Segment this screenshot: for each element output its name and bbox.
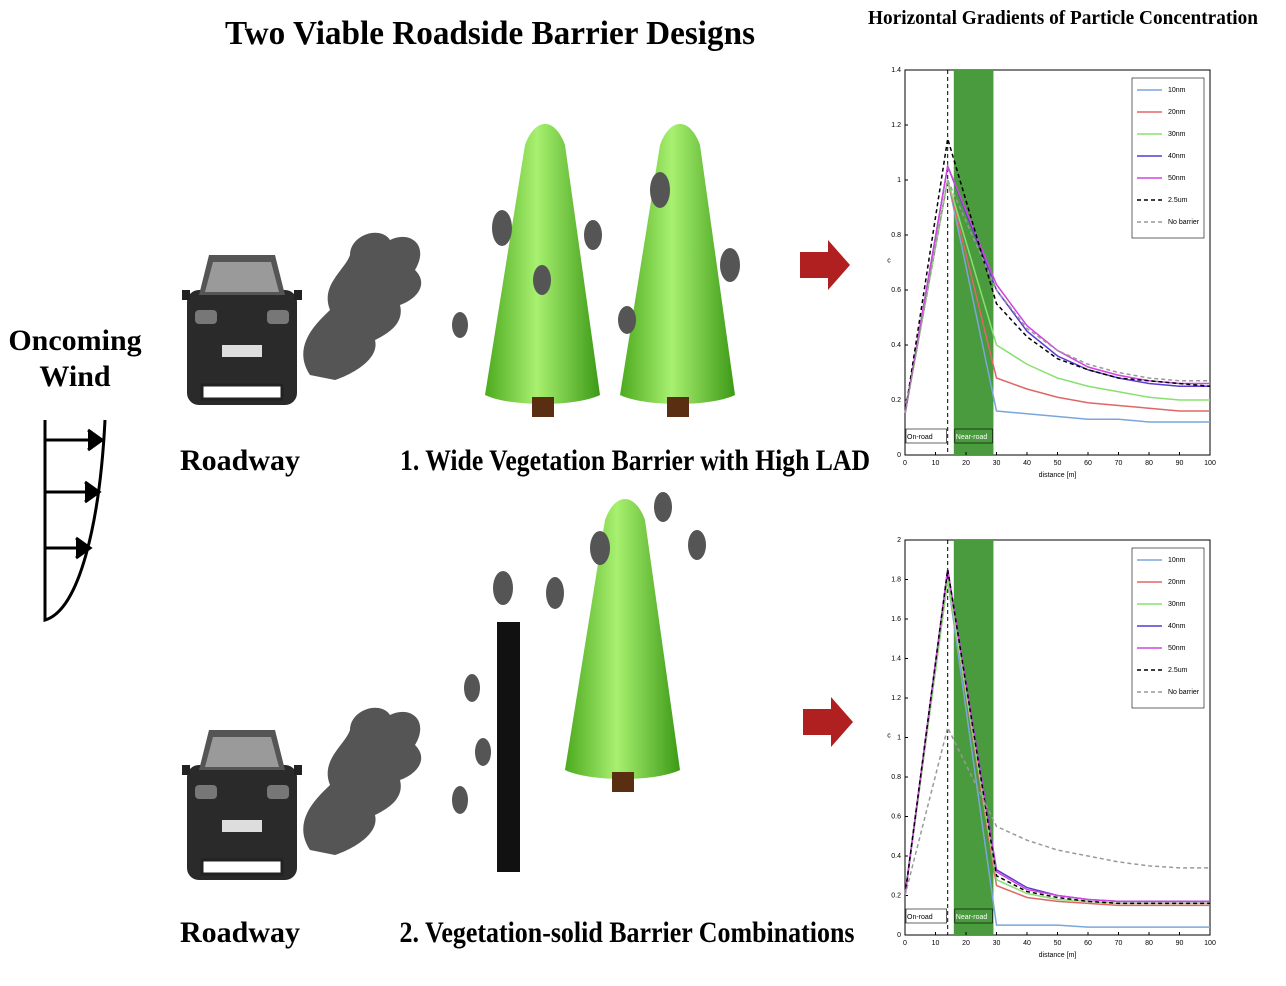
x-tick-label: 30 bbox=[993, 460, 1001, 467]
y-axis-label: c bbox=[887, 733, 891, 740]
legend-label: No barrier bbox=[1168, 219, 1200, 226]
legend-label: 50nm bbox=[1168, 175, 1186, 182]
x-axis-label: distance [m] bbox=[1039, 472, 1077, 479]
legend-label: No barrier bbox=[1168, 689, 1200, 696]
y-tick-label: 0 bbox=[897, 932, 901, 939]
y-tick-label: 1.4 bbox=[891, 67, 901, 74]
y-tick-label: 0.6 bbox=[891, 814, 901, 821]
chart: 0 10 20 30 40 50 60 70 80 90 100 0 0.2 0.4 0.6 0.8 1 1.2 1… bbox=[887, 67, 1216, 479]
series-line bbox=[904, 138, 1211, 414]
x-tick-label: 90 bbox=[1176, 940, 1184, 947]
x-tick-label: 100 bbox=[1204, 940, 1216, 947]
annotation-box bbox=[905, 428, 948, 444]
legend-label: 2.5um bbox=[1168, 667, 1188, 674]
series-line bbox=[904, 569, 1210, 903]
x-axis-label: distance [m] bbox=[1039, 952, 1077, 959]
y-tick-label: 0.2 bbox=[891, 893, 901, 900]
y-tick-label: 1.2 bbox=[891, 695, 901, 702]
x-tick-label: 50 bbox=[1054, 940, 1062, 947]
road-label: Roadway bbox=[180, 916, 300, 949]
x-tick-label: 0 bbox=[903, 460, 907, 467]
legend-label: 20nm bbox=[1168, 109, 1186, 116]
series-line bbox=[904, 579, 1210, 905]
legend-label: 10nm bbox=[1168, 557, 1186, 564]
y-tick-label: 0.6 bbox=[891, 287, 901, 294]
x-tick-label: 50 bbox=[1054, 460, 1062, 467]
x-tick-label: 10 bbox=[932, 940, 940, 947]
x-tick-label: 10 bbox=[932, 460, 940, 467]
annotation: On-road bbox=[907, 914, 933, 921]
x-tick-label: 20 bbox=[962, 940, 970, 947]
title: Two Viable Roadside Barrier Designs bbox=[225, 15, 755, 52]
x-tick-label: 40 bbox=[1023, 460, 1031, 467]
scene-1: Roadway 1. Wide Vegetation Barrier with … bbox=[180, 124, 870, 477]
x-tick-label: 0 bbox=[903, 940, 907, 947]
x-tick-label: 70 bbox=[1115, 940, 1123, 947]
series-line bbox=[904, 179, 1210, 414]
x-tick-label: 60 bbox=[1084, 460, 1092, 467]
caption: 1. Wide Vegetation Barrier with High LAD bbox=[400, 444, 870, 477]
y-tick-label: 0.4 bbox=[891, 342, 901, 349]
series-line bbox=[904, 569, 1210, 905]
annotation: Near-road bbox=[956, 914, 988, 921]
y-tick-label: 0.2 bbox=[891, 397, 901, 404]
legend-box bbox=[1131, 547, 1205, 709]
y-axis-label: c bbox=[887, 258, 891, 265]
annotation-box bbox=[905, 908, 948, 924]
y-tick-label: 1.2 bbox=[891, 122, 901, 129]
legend-label: 10nm bbox=[1168, 87, 1186, 94]
x-tick-label: 40 bbox=[1023, 940, 1031, 947]
y-tick-label: 0.8 bbox=[891, 232, 901, 239]
caption: 2. Vegetation-solid Barrier Combinations bbox=[400, 916, 855, 949]
series-line bbox=[904, 725, 1210, 896]
series-line bbox=[904, 163, 1210, 414]
y-tick-label: 1.6 bbox=[891, 616, 901, 623]
legend-label: 2.5um bbox=[1168, 197, 1188, 204]
y-tick-label: 1 bbox=[897, 177, 901, 184]
x-tick-label: 80 bbox=[1145, 460, 1153, 467]
x-tick-label: 80 bbox=[1145, 940, 1153, 947]
y-tick-label: 0.4 bbox=[891, 853, 901, 860]
wind-label: Oncoming Wind bbox=[8, 324, 141, 393]
wind-profile bbox=[43, 419, 107, 622]
x-tick-label: 20 bbox=[962, 460, 970, 467]
scene-2: Roadway 2. Vegetation-solid Barrier Comb… bbox=[180, 492, 855, 949]
legend-label: 30nm bbox=[1168, 601, 1186, 608]
legend-label: 20nm bbox=[1168, 579, 1186, 586]
series-line bbox=[904, 163, 1210, 414]
x-tick-label: 30 bbox=[993, 940, 1001, 947]
x-tick-label: 70 bbox=[1115, 460, 1123, 467]
annotation-box bbox=[954, 428, 993, 444]
x-tick-label: 100 bbox=[1204, 460, 1216, 467]
series-line bbox=[904, 579, 1210, 928]
x-tick-label: 60 bbox=[1084, 940, 1092, 947]
y-tick-label: 0.8 bbox=[891, 774, 901, 781]
annotation-box bbox=[954, 908, 993, 924]
road-label: Roadway bbox=[180, 444, 300, 477]
legend-label: 40nm bbox=[1168, 153, 1186, 160]
annotation: On-road bbox=[907, 434, 933, 441]
chart-title: Horizontal Gradients of Particle Concent… bbox=[868, 7, 1258, 29]
y-tick-label: 1.8 bbox=[891, 577, 901, 584]
series-line bbox=[904, 177, 1210, 414]
legend-box bbox=[1131, 77, 1205, 239]
annotation: Near-road bbox=[956, 434, 988, 441]
chart: 0 10 20 30 40 50 60 70 80 90 100 0 0.2 0.4 0.6 0.8 1 1.2 1… bbox=[887, 537, 1216, 959]
y-tick-label: 1 bbox=[897, 735, 901, 742]
series-line bbox=[904, 179, 1210, 423]
legend-label: 50nm bbox=[1168, 645, 1186, 652]
y-tick-label: 0 bbox=[897, 452, 901, 459]
legend-label: 40nm bbox=[1168, 623, 1186, 630]
series-line bbox=[904, 179, 1210, 414]
y-tick-label: 1.4 bbox=[891, 656, 901, 663]
legend-label: 30nm bbox=[1168, 131, 1186, 138]
x-tick-label: 90 bbox=[1176, 460, 1184, 467]
y-tick-label: 2 bbox=[897, 537, 901, 544]
